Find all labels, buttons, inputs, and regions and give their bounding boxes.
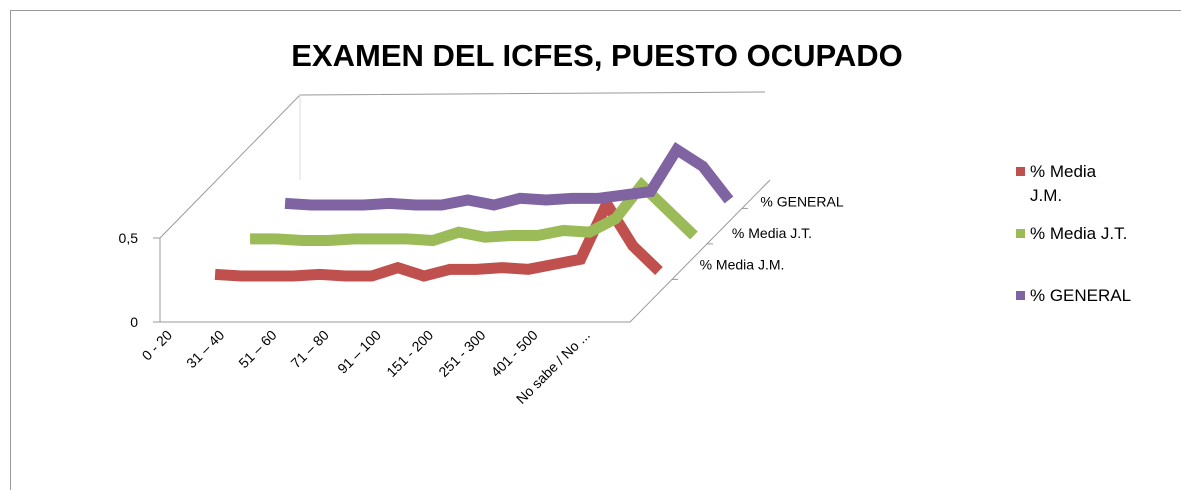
- chart-title: EXAMEN DEL ICFES, PUESTO OCUPADO: [291, 38, 902, 73]
- depth-label: % Media J.M.: [700, 256, 785, 272]
- frame: [10, 10, 1181, 490]
- y-tick-label: 0,5: [119, 230, 139, 246]
- x-tick-label: 31 – 40: [183, 327, 227, 371]
- series-ribbon: [250, 176, 698, 247]
- series-ribbon: [284, 141, 734, 211]
- legend-swatch: [1016, 167, 1025, 176]
- legend-label: % Media J.T.: [1030, 224, 1128, 243]
- x-tick-label: 251 - 300: [435, 327, 488, 380]
- legend-label: % GENERAL: [1030, 286, 1132, 305]
- x-tick-label: 151 - 200: [383, 327, 436, 380]
- legend-entry: % Media J.T.: [1016, 222, 1170, 246]
- x-tick-label: 401 - 500: [488, 327, 541, 380]
- legend-entry: % GENERAL: [1016, 284, 1170, 308]
- legend-label: % Media J.M.: [1030, 162, 1097, 205]
- depth-label: % GENERAL: [760, 193, 843, 209]
- x-tick-label: 71 – 80: [287, 327, 331, 371]
- y-tick-label: 0: [130, 314, 138, 330]
- series-ribbon: [214, 192, 663, 282]
- x-tick-label: 0 - 20: [139, 327, 176, 364]
- legend-entry: % Media J.M.: [1016, 160, 1120, 208]
- axes-box: [159, 91, 771, 323]
- x-tick-label: 51 – 60: [235, 327, 279, 371]
- legend-swatch: [1016, 291, 1025, 300]
- x-tick-label: 91 – 100: [334, 327, 384, 377]
- legend-swatch: [1016, 229, 1025, 238]
- depth-label: % Media J.T.: [732, 225, 812, 241]
